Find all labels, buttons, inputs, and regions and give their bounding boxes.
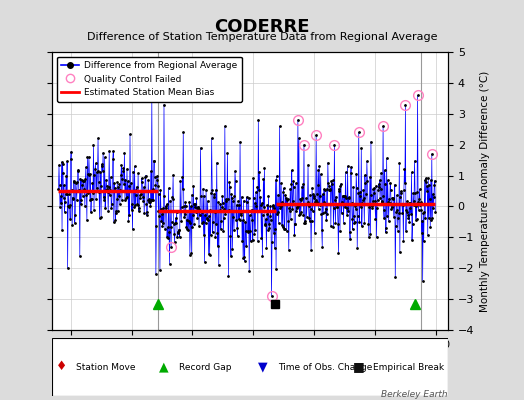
Text: Difference of Station Temperature Data from Regional Average: Difference of Station Temperature Data f… bbox=[87, 32, 437, 42]
FancyBboxPatch shape bbox=[52, 338, 448, 396]
Text: ♦: ♦ bbox=[57, 360, 68, 374]
Text: ▲: ▲ bbox=[159, 360, 169, 374]
Text: ▼: ▼ bbox=[258, 360, 268, 374]
Y-axis label: Monthly Temperature Anomaly Difference (°C): Monthly Temperature Anomaly Difference (… bbox=[480, 70, 490, 312]
Text: Record Gap: Record Gap bbox=[179, 362, 232, 372]
Legend: Difference from Regional Average, Quality Control Failed, Estimated Station Mean: Difference from Regional Average, Qualit… bbox=[57, 56, 242, 102]
Text: CODERRE: CODERRE bbox=[214, 18, 310, 36]
Text: Empirical Break: Empirical Break bbox=[373, 362, 444, 372]
Text: ■: ■ bbox=[353, 360, 365, 374]
Text: Station Move: Station Move bbox=[76, 362, 136, 372]
Text: Berkeley Earth: Berkeley Earth bbox=[381, 390, 448, 399]
Text: Time of Obs. Change: Time of Obs. Change bbox=[278, 362, 372, 372]
